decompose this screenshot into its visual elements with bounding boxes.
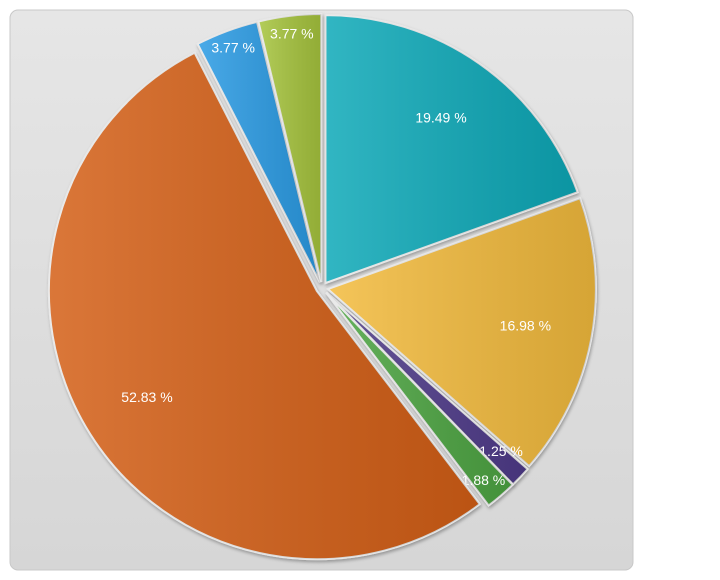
data-label: 19.49 %	[415, 109, 466, 125]
data-label: 16.98 %	[500, 317, 551, 333]
data-label: 3.77 %	[270, 25, 314, 41]
data-label: 1.88 %	[462, 472, 506, 488]
data-label: 52.83 %	[121, 389, 172, 405]
data-label: 3.77 %	[211, 39, 255, 55]
